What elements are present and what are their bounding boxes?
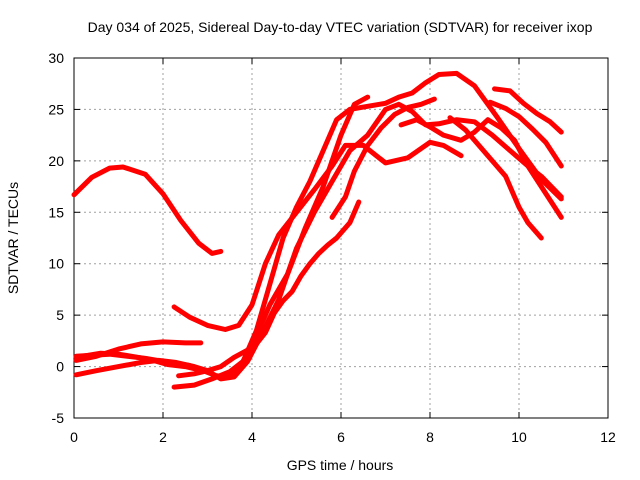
series-line-arc-10 <box>487 99 564 169</box>
y-tick-label: 20 <box>48 153 64 169</box>
series-line-arc-2 <box>171 139 464 332</box>
series-line-arc-13 <box>329 96 437 220</box>
x-tick-label: 8 <box>426 429 434 445</box>
series-line-arc-9 <box>398 117 564 200</box>
y-tick-label: -5 <box>52 410 65 426</box>
series-group <box>71 70 564 390</box>
y-tick-label: 0 <box>56 359 64 375</box>
grid <box>74 58 608 418</box>
series-line-arc-5 <box>73 101 564 382</box>
chart-title: Day 034 of 2025, Sidereal Day-to-day VTE… <box>88 19 593 35</box>
series-line-arc-12 <box>447 115 544 241</box>
x-tick-label: 6 <box>337 429 345 445</box>
y-tick-label: 30 <box>48 50 64 66</box>
axis-ticks: 0 2 4 6 8 10 12 -5 0 5 10 15 20 25 30 <box>48 50 616 445</box>
x-tick-label: 4 <box>248 429 256 445</box>
series-line-arc-1 <box>71 164 224 256</box>
series-line-arc-11 <box>492 86 564 135</box>
x-tick-label: 12 <box>600 429 616 445</box>
series-line-arc-6 <box>73 351 193 368</box>
y-tick-label: 5 <box>56 307 64 323</box>
series-line-arc-8 <box>176 199 362 379</box>
x-tick-label: 2 <box>159 429 167 445</box>
y-tick-label: 15 <box>48 204 64 220</box>
x-tick-label: 10 <box>511 429 527 445</box>
series-line-arc-7 <box>171 94 371 390</box>
y-tick-label: 10 <box>48 256 64 272</box>
x-axis-label: GPS time / hours <box>287 457 394 473</box>
y-axis-label: SDTVAR / TECUs <box>5 182 21 294</box>
x-tick-label: 0 <box>70 429 78 445</box>
y-tick-label: 25 <box>48 101 64 117</box>
